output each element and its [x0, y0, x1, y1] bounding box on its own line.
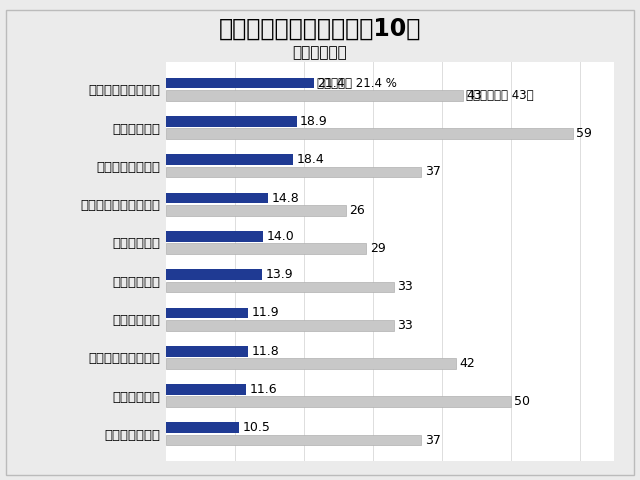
- Text: 18.4: 18.4: [297, 153, 324, 166]
- Bar: [166, 231, 263, 241]
- Text: 18.9: 18.9: [300, 115, 328, 128]
- Bar: [166, 308, 248, 318]
- Text: 京都大　現役進学率上位10校: 京都大 現役進学率上位10校: [219, 17, 421, 41]
- Bar: [166, 422, 239, 433]
- Text: 現役進学率 21.4 %: 現役進学率 21.4 %: [317, 77, 397, 90]
- Bar: [166, 281, 394, 292]
- Bar: [166, 116, 297, 127]
- Bar: [166, 192, 268, 204]
- Text: 14.8: 14.8: [272, 192, 300, 204]
- Bar: [166, 269, 262, 280]
- Bar: [166, 384, 246, 395]
- Text: 50: 50: [515, 396, 531, 408]
- Bar: [166, 205, 346, 216]
- Text: 21.4: 21.4: [317, 77, 345, 90]
- Text: 13.9: 13.9: [266, 268, 293, 281]
- Text: 11.9: 11.9: [252, 306, 280, 319]
- Bar: [166, 167, 421, 177]
- Text: 59: 59: [577, 127, 593, 140]
- Text: 37: 37: [425, 433, 441, 446]
- Bar: [166, 78, 314, 88]
- Bar: [166, 320, 394, 331]
- Text: 11.6: 11.6: [250, 383, 277, 396]
- Text: 33: 33: [397, 319, 413, 332]
- Text: 42: 42: [460, 357, 475, 370]
- Text: 43: 43: [466, 89, 482, 102]
- Bar: [166, 243, 366, 254]
- Text: 29: 29: [370, 242, 385, 255]
- Text: 10.5: 10.5: [242, 421, 270, 434]
- Text: 大学通信調べ: 大学通信調べ: [292, 46, 348, 60]
- Bar: [166, 396, 511, 407]
- Text: 11.8: 11.8: [251, 345, 279, 358]
- Bar: [166, 155, 293, 165]
- Text: 37: 37: [425, 166, 441, 179]
- Text: 14.0: 14.0: [266, 230, 294, 243]
- Bar: [166, 358, 456, 369]
- Text: 現役進学者数 43人: 現役進学者数 43人: [466, 89, 534, 102]
- Text: 26: 26: [349, 204, 365, 217]
- Text: 33: 33: [397, 280, 413, 293]
- Bar: [166, 346, 248, 357]
- Bar: [166, 128, 573, 139]
- Bar: [166, 435, 421, 445]
- Bar: [166, 90, 463, 101]
